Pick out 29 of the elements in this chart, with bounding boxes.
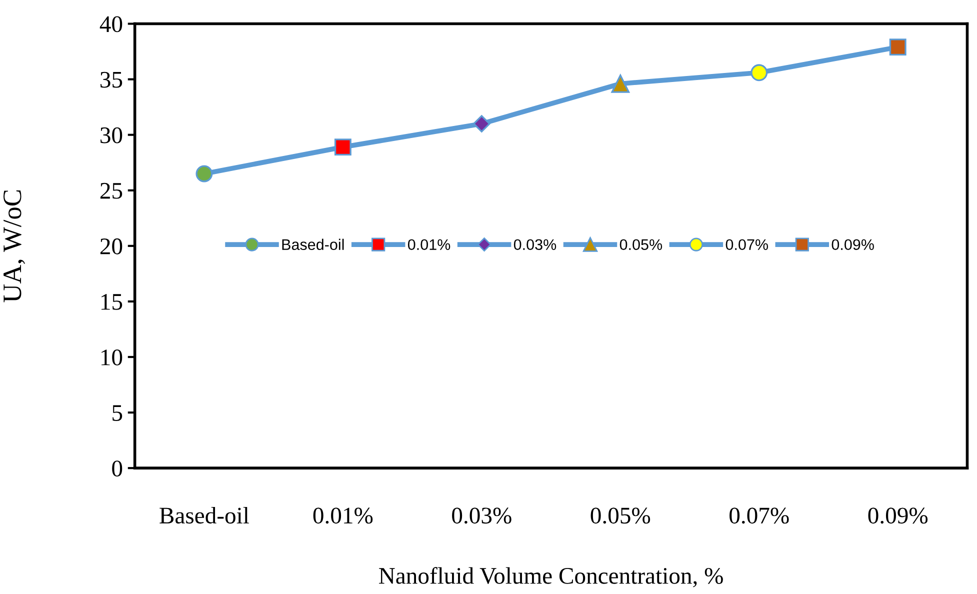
legend-label: 0.03% (514, 239, 556, 250)
x-tick-label: Based-oil (160, 506, 249, 524)
y-tick-label: 30 (100, 127, 122, 144)
legend-label: 0.05% (620, 239, 662, 250)
y-tick-label: 20 (100, 238, 122, 254)
point (334, 138, 352, 156)
point (889, 38, 906, 56)
x-axis-title: Nanofluid Volume Concentration, % (379, 567, 723, 588)
y-tick-label: 40 (100, 16, 122, 32)
x-tick-label: 0.09% (868, 508, 928, 524)
y-tick-label: 0 (112, 460, 122, 476)
legend-label: 0.01% (408, 239, 450, 250)
x-tick-label: 0.03% (452, 508, 512, 524)
y-tick-label: 10 (101, 349, 122, 366)
x-tick-label: 0.01% (313, 508, 373, 524)
x-tick-label: 0.07% (730, 508, 789, 524)
y-axis-title: UA, W/oC (4, 190, 26, 302)
y-tick-label: 5 (112, 405, 122, 421)
legend-label: Based-oil (282, 238, 344, 250)
point (750, 64, 768, 82)
x-tick-label: 0.05% (590, 508, 650, 524)
legend-label: 0.09% (832, 239, 874, 250)
y-tick-label: 35 (100, 72, 122, 88)
point (611, 74, 630, 93)
point (472, 115, 490, 132)
legend-label: 0.07% (726, 239, 768, 250)
y-tick-label: 15 (101, 294, 122, 310)
point (196, 165, 213, 182)
y-tick-label: 25 (100, 182, 122, 199)
